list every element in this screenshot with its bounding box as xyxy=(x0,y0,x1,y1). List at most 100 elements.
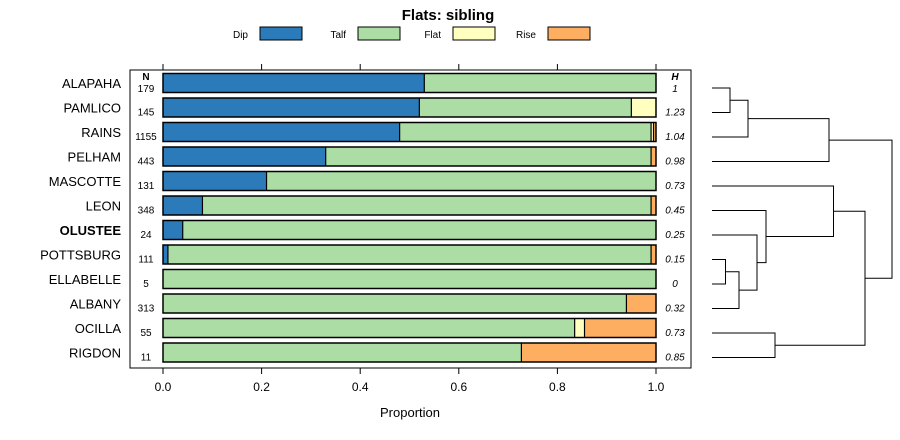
row-label: ALAPAHA xyxy=(62,76,121,91)
row-label: ALBANY xyxy=(70,297,122,312)
bar-segment-dip xyxy=(163,147,326,166)
bar-segment-dip xyxy=(163,196,203,215)
legend-swatch-flat xyxy=(452,26,496,41)
row-mascotte: MASCOTTE 131 0.73 xyxy=(49,170,685,192)
row-h-value: 0.73 xyxy=(665,181,685,192)
dendrogram xyxy=(712,87,893,358)
row-leon: LEON 348 0.45 xyxy=(86,195,685,217)
legend-swatch-rise xyxy=(547,26,591,41)
bar-outline xyxy=(162,195,657,216)
bar-segment-talf xyxy=(163,343,522,362)
row-label: PAMLICO xyxy=(63,101,121,116)
bar-outline xyxy=(162,72,657,94)
row-label: OCILLA xyxy=(75,321,122,336)
row-albany: ALBANY 313 0.32 xyxy=(70,293,685,315)
bar-outline xyxy=(162,219,657,241)
bar-outline xyxy=(162,121,657,143)
row-label: LEON xyxy=(86,199,121,214)
bar-segment-dip xyxy=(163,98,420,117)
bar-outline xyxy=(162,293,657,314)
legend-label-flat: Flat xyxy=(424,30,441,41)
bar-segment-rise xyxy=(521,343,656,362)
bar-segment-rise xyxy=(626,294,656,313)
legend-swatch-dip xyxy=(259,26,303,41)
row-ellabelle: ELLABELLE 5 0 xyxy=(49,268,678,290)
row-label: POTTSBURG xyxy=(40,248,121,263)
row-n-value: 145 xyxy=(138,108,155,119)
row-alapaha: ALAPAHA 179 1 xyxy=(62,72,678,95)
bar-outline xyxy=(162,317,657,339)
row-h-value: 0.85 xyxy=(665,353,685,364)
row-h-value: 0.73 xyxy=(665,328,685,339)
row-n-value: 348 xyxy=(138,206,155,217)
legend-label-rise: Rise xyxy=(516,30,536,41)
row-h-value: 0.98 xyxy=(665,157,685,168)
row-n-value: 443 xyxy=(138,157,155,168)
h-column-header: H xyxy=(671,72,679,83)
bar-segment-talf xyxy=(167,245,652,264)
bar-segment-flat xyxy=(574,318,585,338)
bar-segment-talf xyxy=(163,294,627,313)
row-label: RAINS xyxy=(81,125,121,140)
bar-segment-talf xyxy=(163,269,656,289)
row-olustee: OLUSTEE 24 0.25 xyxy=(60,219,685,241)
row-label: MASCOTTE xyxy=(49,174,122,189)
row-pelham: PELHAM 443 0.98 xyxy=(68,146,685,168)
bar-segment-talf xyxy=(163,318,575,338)
bar-segment-dip xyxy=(163,245,168,264)
row-h-value: 0 xyxy=(672,279,678,290)
bar-outline xyxy=(162,244,657,265)
bar-segment-talf xyxy=(202,196,652,215)
row-h-value: 1.04 xyxy=(665,132,685,143)
dendrogram-branch xyxy=(712,259,726,285)
dendrogram-branch xyxy=(712,87,731,113)
row-rains: RAINS 1155 1.04 xyxy=(81,121,685,143)
row-pamlico: PAMLICO 145 1.23 xyxy=(63,97,685,119)
row-label: ELLABELLE xyxy=(49,272,122,287)
bar-segment-dip xyxy=(163,171,267,191)
row-n-value: 313 xyxy=(138,304,155,315)
x-axis: 0.0 0.2 0.4 0.6 0.8 1.0 xyxy=(155,64,665,394)
bar-segment-talf xyxy=(424,73,656,93)
row-n-value: 55 xyxy=(140,328,152,339)
row-n-value: 111 xyxy=(138,255,154,266)
row-h-value: 0.25 xyxy=(665,230,685,241)
bar-segment-rise xyxy=(651,245,656,264)
bar-segment-rise xyxy=(651,196,656,215)
bar-segment-rise xyxy=(651,147,656,166)
n-column-header: N xyxy=(142,72,149,83)
x-tick-label: 0.6 xyxy=(450,380,467,394)
row-n-value: 131 xyxy=(138,181,155,192)
bar-segment-dip xyxy=(163,122,400,142)
row-n-value: 5 xyxy=(143,279,149,290)
row-label: PELHAM xyxy=(68,150,121,165)
legend-label-talf: Talf xyxy=(330,30,346,41)
x-tick-label: 0.0 xyxy=(155,380,172,394)
bar-outline xyxy=(162,342,657,363)
bar-segment-flat xyxy=(651,122,654,142)
bar-segment-talf xyxy=(266,171,656,191)
row-h-value: 1 xyxy=(672,84,678,95)
legend-swatch-talf xyxy=(357,26,401,41)
x-axis-label: Proportion xyxy=(380,405,440,420)
dendrogram-branch xyxy=(829,139,893,279)
x-tick-label: 0.8 xyxy=(549,380,566,394)
bar-segment-dip xyxy=(163,220,183,240)
bar-segment-talf xyxy=(399,122,652,142)
chart-title: Flats: sibling xyxy=(402,7,495,24)
row-label: OLUSTEE xyxy=(60,223,122,238)
bar-segment-talf xyxy=(182,220,656,240)
row-h-value: 0.45 xyxy=(665,206,685,217)
dendrogram-branch xyxy=(712,210,767,264)
row-h-value: 1.23 xyxy=(665,108,685,119)
dendrogram-branch xyxy=(712,118,830,162)
row-n-value: 11 xyxy=(141,353,152,364)
bar-outline xyxy=(162,268,657,290)
dendrogram-branch xyxy=(775,210,866,346)
bar-segment-talf xyxy=(325,147,652,166)
bar-segment-talf xyxy=(419,98,632,117)
row-n-value: 24 xyxy=(140,230,152,241)
x-tick-label: 1.0 xyxy=(648,380,665,394)
bar-segment-rise xyxy=(653,122,656,142)
